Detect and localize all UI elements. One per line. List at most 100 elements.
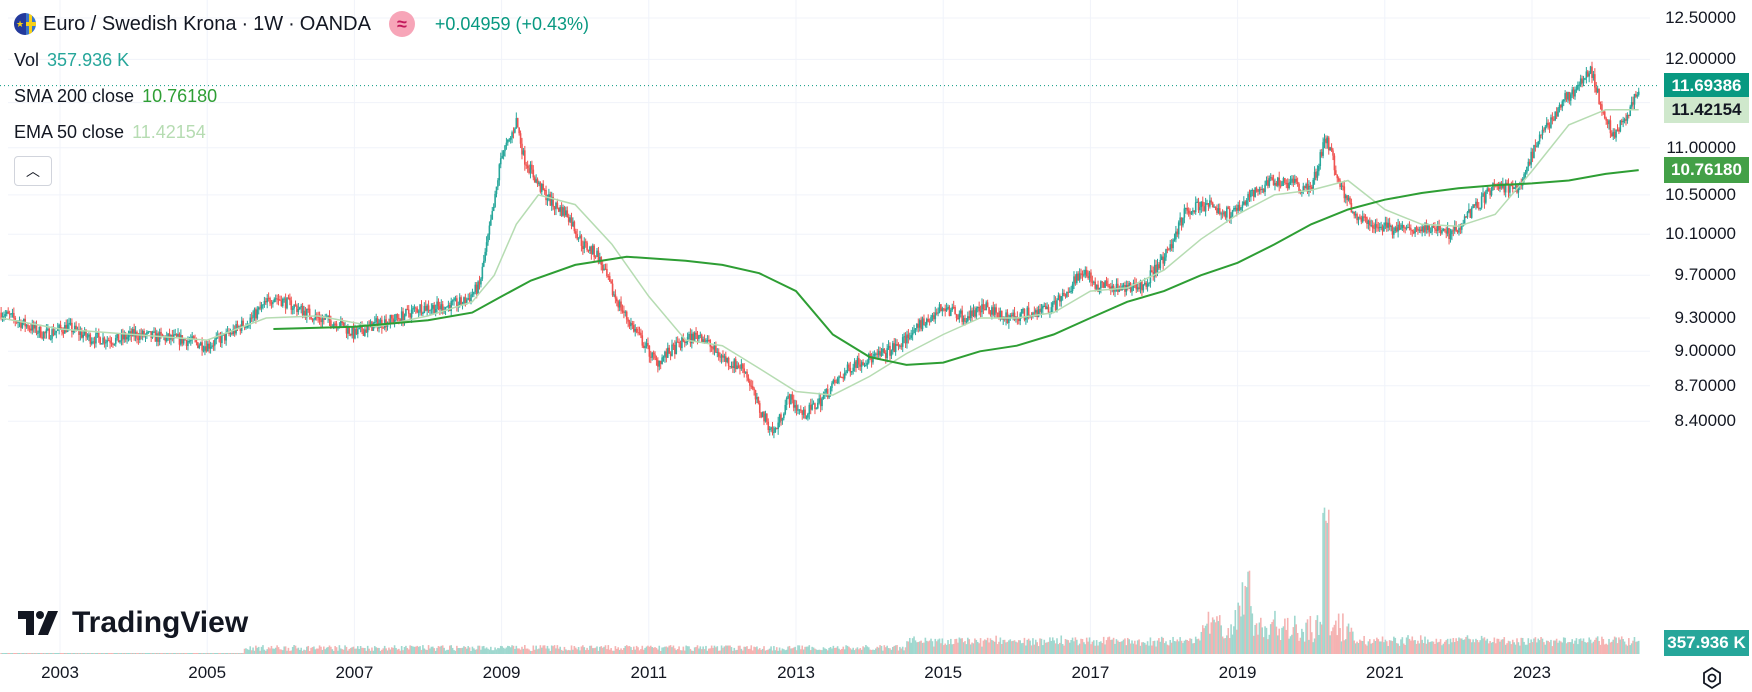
volume-bar <box>754 647 757 654</box>
candle-body <box>1370 225 1373 227</box>
volume-bar <box>269 648 271 654</box>
candle-body <box>996 312 999 314</box>
candle-body <box>1339 180 1341 187</box>
volume-bar <box>1344 639 1347 654</box>
legend-ema[interactable]: EMA 50 close 11.42154 <box>14 114 589 150</box>
volume-bar <box>1547 640 1549 654</box>
volume-bar <box>379 650 382 654</box>
candle-body <box>1251 189 1254 191</box>
wave-icon[interactable]: ≈ <box>388 11 415 37</box>
candle-body <box>1434 227 1436 230</box>
volume-bar <box>771 650 774 654</box>
candle-body <box>1511 185 1514 190</box>
candle-body <box>1630 102 1633 107</box>
candle-body <box>556 202 559 208</box>
candle-body <box>1193 210 1196 213</box>
candle-body <box>1428 224 1431 232</box>
volume-bar <box>1489 641 1491 654</box>
candle-body <box>616 298 618 302</box>
candle-body <box>1238 204 1241 210</box>
candle-body <box>1562 99 1565 102</box>
candle-body <box>736 365 738 370</box>
tradingview-watermark[interactable]: TradingView <box>18 606 248 640</box>
candle-body <box>662 356 665 358</box>
volume-bar <box>260 646 263 654</box>
volume-bar <box>969 644 972 654</box>
volume-bar <box>364 648 366 654</box>
volume-bar <box>1230 624 1232 654</box>
volume-bar <box>522 648 525 654</box>
volume-bar <box>447 649 450 654</box>
candle-body <box>1189 213 1191 215</box>
candle-body <box>1153 264 1156 277</box>
candle-body <box>654 354 656 359</box>
candle-body <box>1586 71 1589 77</box>
volume-bar <box>1037 646 1040 654</box>
volume-bar <box>148 653 151 654</box>
candle-body <box>613 294 615 296</box>
settings-icon[interactable] <box>1700 666 1724 690</box>
candle-body <box>409 313 411 318</box>
volume-bar <box>1187 640 1190 654</box>
candle-body <box>0 312 2 319</box>
candle-body <box>304 310 307 318</box>
volume-bar <box>1056 638 1058 654</box>
volume-bar <box>1629 645 1632 654</box>
collapse-legend-button[interactable]: ︿ <box>14 156 52 186</box>
volume-bar <box>328 645 331 654</box>
candle-body <box>161 334 164 337</box>
volume-bar <box>559 646 561 654</box>
candle-body <box>543 189 546 191</box>
chevron-up-icon: ︿ <box>26 163 40 179</box>
candle-body <box>95 333 97 344</box>
volume-bar <box>1477 642 1480 654</box>
volume-bar <box>723 646 726 654</box>
volume-bar <box>910 642 913 654</box>
candle-body <box>1473 204 1476 206</box>
candle-body <box>201 342 203 351</box>
volume-bar <box>1630 643 1633 654</box>
volume-bar <box>415 646 417 654</box>
volume-bar <box>1371 642 1374 654</box>
candle-body <box>1618 129 1620 132</box>
candle-body <box>1211 202 1214 208</box>
candle-body <box>1368 220 1371 226</box>
candle-body <box>393 320 396 323</box>
volume-bar <box>1453 642 1456 654</box>
candle-body <box>298 307 301 310</box>
volume-bar <box>1189 638 1191 654</box>
volume-bar <box>1526 644 1528 654</box>
interval-label[interactable]: 1W <box>253 12 284 35</box>
volume-bar <box>1139 645 1142 654</box>
volume-bar <box>842 646 845 654</box>
volume-bar <box>893 645 896 654</box>
volume-bar <box>390 647 393 654</box>
candle-body <box>419 304 421 312</box>
volume-bar <box>289 650 291 654</box>
volume-bar <box>461 647 464 654</box>
volume-bar <box>1238 605 1241 654</box>
volume-bar <box>201 653 203 654</box>
volume-bar <box>798 645 801 654</box>
volume-bar <box>405 645 407 654</box>
legend-vol[interactable]: Vol 357.936 K <box>14 42 589 78</box>
candle-body <box>511 132 513 138</box>
volume-bar <box>93 653 96 654</box>
volume-bar <box>238 653 240 654</box>
volume-bar <box>1020 643 1023 654</box>
volume-bar <box>499 645 502 654</box>
candle-body <box>1538 134 1541 142</box>
candle-body <box>1085 269 1088 277</box>
volume-bar <box>1169 639 1172 654</box>
candle-body <box>951 306 954 311</box>
legend-sma[interactable]: SMA 200 close 10.76180 <box>14 78 589 114</box>
volume-bar <box>39 653 42 654</box>
volume-bar <box>1163 643 1166 654</box>
volume-bar <box>1319 621 1322 654</box>
candle-body <box>398 317 400 320</box>
volume-bar <box>420 649 423 654</box>
volume-bar <box>1291 634 1293 654</box>
volume-bar <box>34 653 36 654</box>
volume-bar <box>961 638 963 654</box>
